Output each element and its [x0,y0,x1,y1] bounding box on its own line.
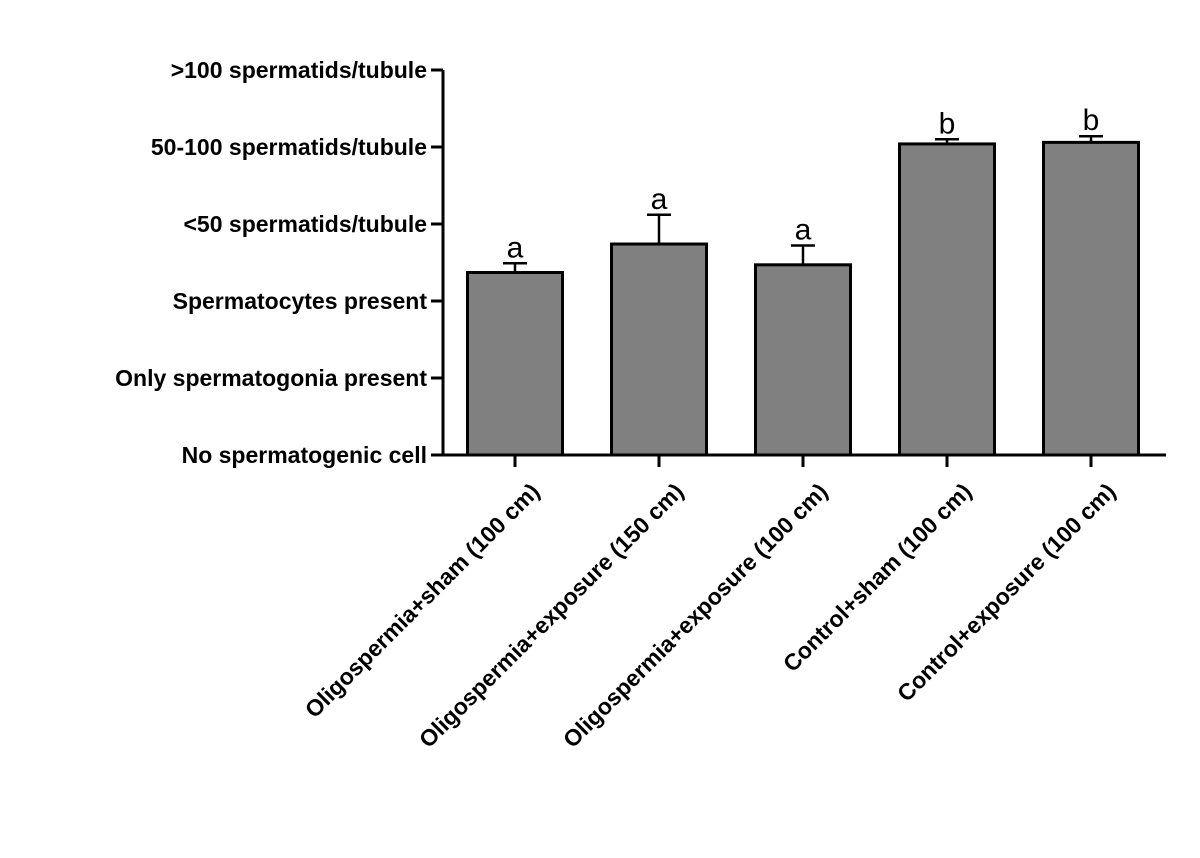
significance-labels-layer: a a a b b [507,104,1100,264]
x-tick-label: Oligospermia+sham (100 cm) [300,478,545,723]
significance-label: a [795,214,812,247]
bars-layer [466,140,1140,457]
bar [754,263,852,457]
x-ticks-layer: Oligospermia+sham (100 cm)Oligospermia+e… [300,455,1120,753]
x-tick-label: Oligospermia+exposure (150 cm) [414,478,689,753]
bar [610,242,708,457]
significance-label: a [507,231,524,264]
y-tick-label: 50-100 spermatids/tubule [151,134,427,160]
x-tick-label: Oligospermia+exposure (100 cm) [558,478,833,753]
y-ticks-layer: No spermatogenic cell Only spermatogonia … [115,57,443,468]
y-tick-label: Only spermatogonia present [115,365,427,391]
y-tick-label: No spermatogenic cell [182,442,427,468]
significance-label: b [1083,104,1100,137]
y-tick-label: Spermatocytes present [173,288,428,314]
significance-label: b [939,107,956,140]
bar [1042,140,1140,457]
bar [466,271,564,457]
significance-label: a [651,183,668,216]
y-tick-label: <50 spermatids/tubule [184,211,428,237]
bar [898,142,996,457]
y-tick-label: >100 spermatids/tubule [171,57,427,83]
error-bars-layer [503,134,1103,273]
